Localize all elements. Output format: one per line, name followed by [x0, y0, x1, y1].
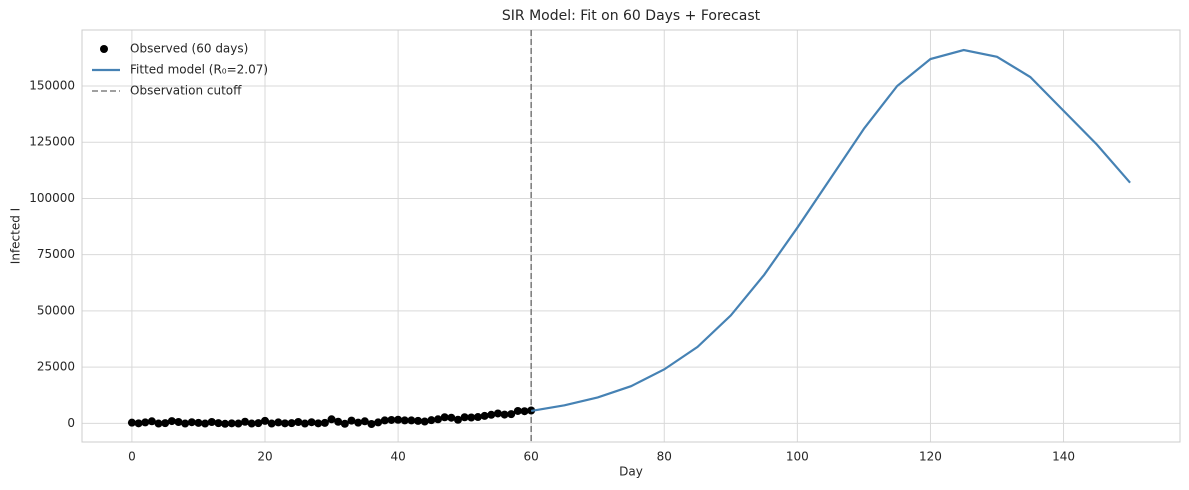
data-point: [227, 419, 236, 428]
data-point: [453, 415, 462, 424]
y-tick-label: 125000: [29, 135, 75, 149]
y-tick-label: 0: [67, 416, 75, 430]
data-point: [207, 417, 216, 426]
data-point: [493, 409, 502, 418]
data-point: [434, 415, 443, 424]
data-point: [480, 411, 489, 420]
data-point: [241, 417, 250, 426]
x-axis-label: Day: [619, 465, 643, 479]
data-point: [201, 419, 210, 428]
data-point: [407, 416, 416, 425]
data-point: [294, 417, 303, 426]
data-point: [307, 418, 316, 427]
y-tick-label: 100000: [29, 191, 75, 205]
data-point: [440, 413, 449, 422]
data-point: [181, 419, 190, 428]
data-point: [460, 413, 469, 422]
data-point: [380, 416, 389, 425]
data-point: [420, 417, 429, 426]
data-point: [154, 419, 163, 428]
data-point: [467, 413, 476, 422]
data-point: [287, 419, 296, 428]
data-point: [161, 419, 170, 428]
data-point: [194, 418, 203, 427]
data-point: [320, 418, 329, 427]
data-point: [127, 418, 136, 427]
data-point: [327, 415, 336, 424]
y-axis-label: Infected I: [9, 208, 23, 264]
data-point: [354, 418, 363, 427]
data-point: [314, 419, 323, 428]
data-point: [340, 419, 349, 428]
x-tick-label: 100: [786, 450, 809, 464]
data-point: [394, 415, 403, 424]
data-point: [360, 417, 369, 426]
data-point: [261, 416, 269, 425]
data-point: [134, 419, 143, 428]
plot-frame: [81, 29, 1181, 443]
data-point: [300, 419, 309, 428]
data-point: [473, 413, 482, 422]
data-point: [487, 410, 496, 419]
y-tick-label: 25000: [37, 360, 75, 374]
data-point: [274, 418, 283, 427]
data-point: [267, 419, 276, 428]
data-point: [174, 417, 183, 426]
data-point: [447, 413, 456, 422]
x-tick-label: 20: [257, 450, 272, 464]
data-point: [167, 417, 176, 426]
x-tick-label: 120: [919, 450, 942, 464]
data-point: [214, 419, 223, 428]
data-point: [414, 416, 423, 425]
x-tick-label: 60: [524, 450, 539, 464]
data-point: [387, 415, 396, 424]
data-point: [141, 418, 150, 427]
data-point: [247, 419, 256, 428]
data-point: [187, 418, 196, 427]
data-point: [374, 418, 383, 427]
legend-label: Observed (60 days): [130, 42, 248, 56]
y-tick-label: 150000: [29, 78, 75, 92]
y-tick-label: 75000: [37, 247, 75, 261]
data-point: [507, 410, 516, 419]
data-point: [280, 419, 289, 428]
legend-marker: [100, 45, 108, 53]
x-tick-label: 40: [390, 450, 405, 464]
legend-label: Observation cutoff: [130, 84, 242, 98]
chart-title: SIR Model: Fit on 60 Days + Forecast: [502, 8, 761, 24]
data-point: [347, 416, 356, 425]
data-point: [427, 416, 436, 425]
data-point: [334, 417, 343, 426]
x-tick-label: 140: [1052, 450, 1075, 464]
data-point: [254, 419, 263, 428]
x-tick-label: 0: [128, 450, 136, 464]
fitted-line: [530, 48, 1131, 413]
data-point: [234, 419, 243, 428]
data-point: [147, 417, 156, 426]
data-point: [500, 410, 509, 419]
x-tick-label: 80: [657, 450, 672, 464]
legend-label: Fitted model (R₀=2.07): [130, 63, 268, 77]
data-point: [400, 416, 409, 425]
data-point: [513, 406, 522, 415]
data-point: [520, 407, 529, 416]
y-tick-label: 50000: [37, 303, 75, 317]
data-point: [221, 419, 230, 428]
data-point: [367, 420, 376, 429]
